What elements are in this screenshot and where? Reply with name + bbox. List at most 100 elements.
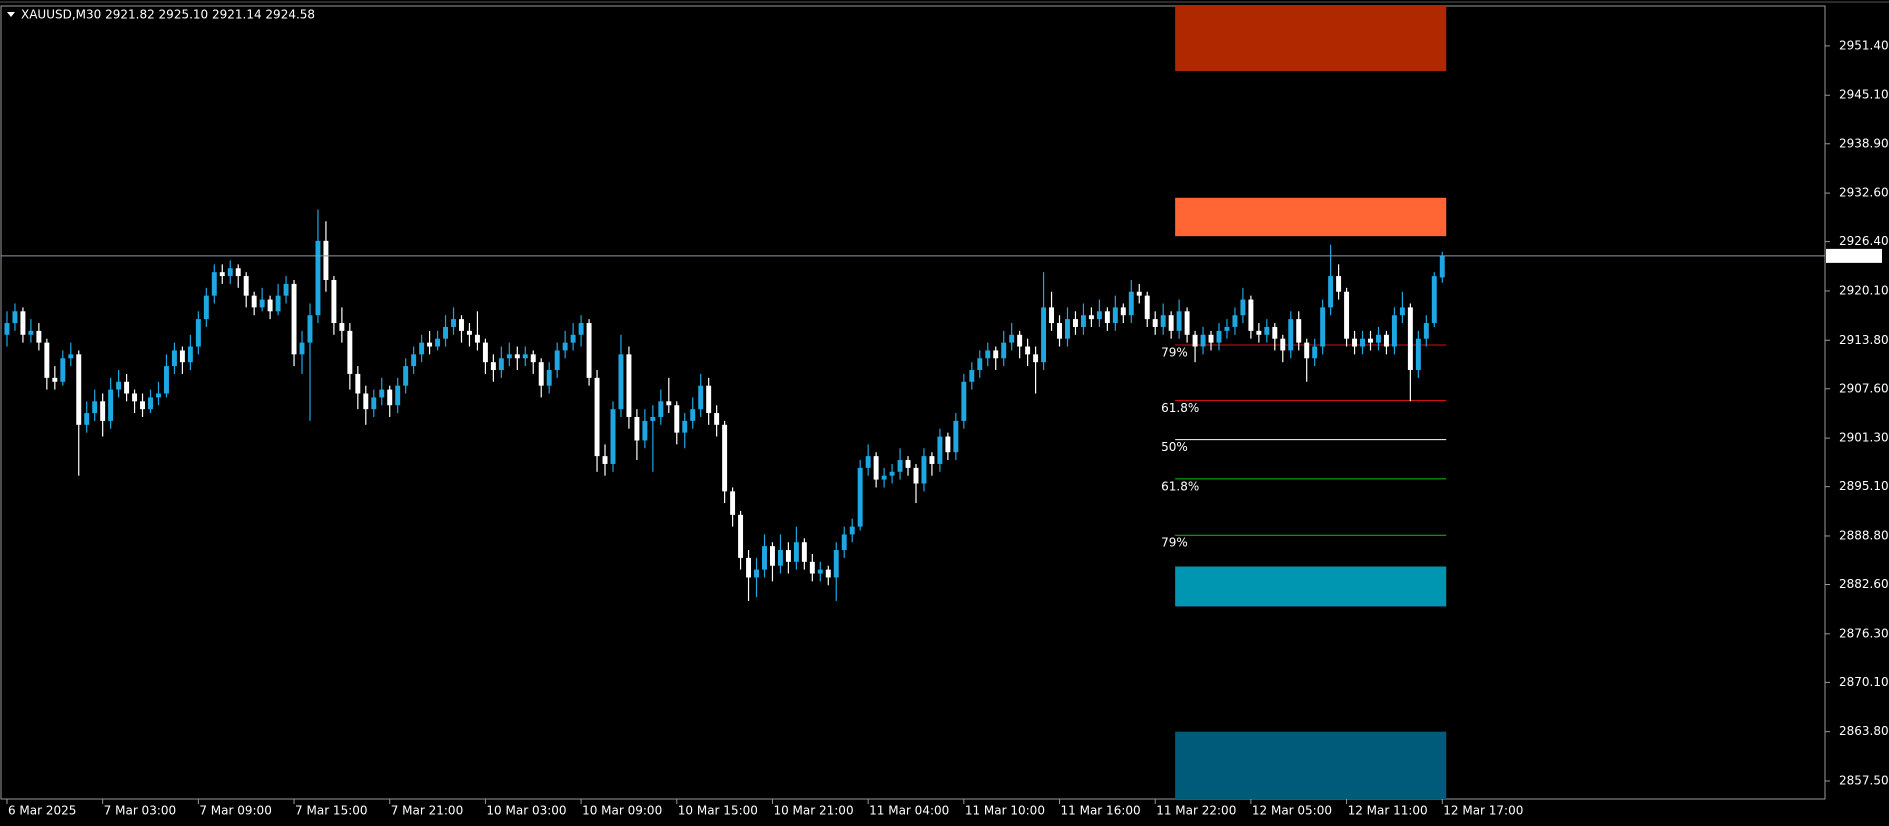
candle-body (730, 491, 736, 515)
candle-body (395, 385, 401, 406)
candle-body (1009, 334, 1015, 343)
candle-body (1049, 307, 1055, 324)
candle-body (1399, 307, 1405, 316)
y-tick-label: 2938.90 (1839, 136, 1889, 150)
candle-body (1136, 291, 1142, 296)
candle-body (1415, 338, 1421, 371)
candle-body (642, 420, 648, 441)
x-tick-label: 6 Mar 2025 (8, 804, 76, 818)
plot-frame (0, 5, 1826, 800)
candle-body (969, 370, 975, 382)
candle-body (738, 514, 744, 558)
y-tick-label: 2913.80 (1839, 333, 1889, 347)
candle-body (179, 350, 185, 363)
y-tick-label: 2857.50 (1839, 773, 1889, 787)
candle-body (1088, 315, 1094, 320)
menu-triangle[interactable] (7, 12, 15, 17)
current-price-label: 2924.58 (1829, 248, 1879, 262)
candle-body (1352, 338, 1358, 347)
candle-body (1320, 307, 1326, 347)
candle-body (419, 342, 425, 355)
candle-body (187, 346, 193, 363)
candle-body (1120, 307, 1126, 316)
candle-body (706, 385, 712, 414)
candle-body (690, 409, 696, 421)
candle-body (945, 436, 951, 453)
candle-body (36, 330, 42, 343)
candle-body (1328, 276, 1334, 308)
x-tick-label: 11 Mar 04:00 (869, 804, 949, 818)
candle-body (1104, 311, 1110, 324)
candle-body (211, 272, 217, 296)
candle-body (339, 323, 345, 331)
zone (1175, 6, 1447, 71)
level-label: 79% (1161, 345, 1188, 359)
candle-body (993, 350, 999, 359)
x-tick-label: 7 Mar 03:00 (104, 804, 177, 818)
x-tick-label: 12 Mar 17:00 (1443, 804, 1523, 818)
candle-body (68, 354, 74, 359)
candle-body (546, 370, 552, 386)
candle-body (977, 358, 983, 371)
candle-body (522, 354, 528, 359)
candle-body (203, 295, 209, 320)
candle-body (1080, 315, 1086, 327)
candle-body (371, 397, 377, 410)
candle-body (1407, 307, 1413, 371)
candle-body (307, 315, 313, 343)
candle-body (243, 276, 249, 296)
candle-body (833, 550, 839, 578)
y-tick-label: 2876.30 (1839, 626, 1889, 640)
candle-body (451, 319, 456, 327)
candle-body (379, 389, 385, 398)
candle-body (881, 475, 887, 480)
candle-body (562, 342, 568, 351)
candle-body (100, 401, 106, 421)
candle-body (299, 342, 305, 355)
x-tick-label: 12 Mar 11:00 (1348, 804, 1428, 818)
candle-body (1168, 315, 1174, 331)
candle-body (658, 401, 664, 417)
candle-body (506, 354, 512, 359)
candle-body (777, 550, 783, 566)
candle-body (1336, 276, 1342, 292)
candle-body (466, 330, 472, 335)
zone (1175, 566, 1447, 607)
candle-body (538, 362, 544, 386)
zone (1175, 731, 1447, 799)
x-tick-label: 10 Mar 15:00 (678, 804, 758, 818)
candle-body (1208, 334, 1214, 343)
candle-body (961, 381, 967, 421)
candle-body (403, 366, 409, 386)
candle-body (769, 546, 775, 566)
candle-body (283, 283, 289, 296)
candle-body (219, 272, 225, 277)
candle-body (1096, 311, 1102, 320)
candle-body (1176, 311, 1182, 331)
candle-body (801, 542, 807, 562)
candle-body (52, 377, 58, 382)
candle-body (1423, 323, 1429, 339)
candle-body (1280, 338, 1286, 351)
candle-body (490, 362, 496, 371)
y-tick-label: 2920.10 (1839, 283, 1889, 297)
candle-body (1272, 326, 1278, 339)
candle-body (578, 323, 584, 335)
candle-body (387, 389, 393, 406)
candle-body (251, 295, 257, 308)
y-tick-label: 2951.40 (1839, 38, 1889, 52)
candle-body (482, 342, 488, 363)
candle-body (809, 561, 815, 574)
candle-body (28, 330, 34, 335)
candle-body (953, 420, 959, 453)
candle-body (259, 299, 265, 308)
y-tick-label: 2870.10 (1839, 675, 1889, 689)
y-tick-label: 2932.60 (1839, 186, 1889, 200)
candle-body (235, 268, 241, 277)
candle-body (435, 338, 441, 347)
candle-body (1368, 338, 1373, 343)
candle-body (1041, 307, 1047, 363)
x-tick-label: 7 Mar 21:00 (391, 804, 464, 818)
candle-body (323, 240, 329, 280)
candle-body (1431, 276, 1437, 324)
